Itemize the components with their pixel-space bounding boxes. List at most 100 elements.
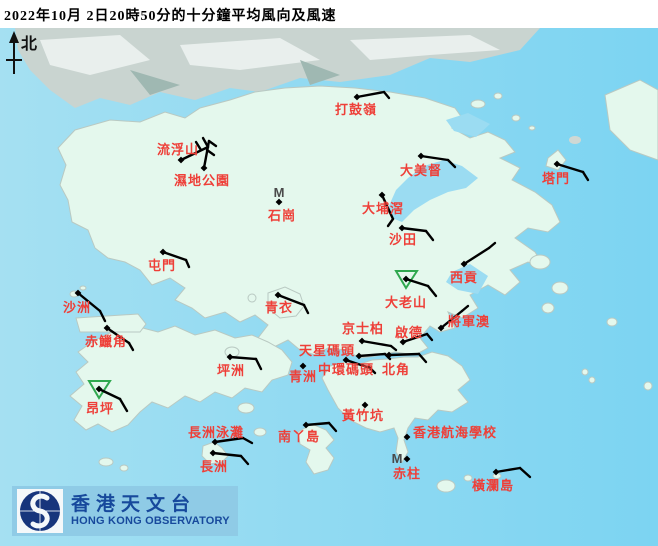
island	[253, 427, 267, 437]
station-label-ngong-ping: 昂坪	[86, 401, 115, 416]
wind-barb-segment	[360, 339, 393, 348]
station-tai-po-kau	[378, 191, 395, 228]
station-dot	[226, 353, 234, 361]
m-marker: M	[392, 451, 403, 466]
island	[541, 302, 555, 314]
station-green-island	[299, 362, 307, 370]
station-dot	[299, 362, 307, 370]
station-label-lamma-island: 南丫島	[278, 429, 321, 444]
station-label-ta-kwu-ling: 打鼓嶺	[335, 102, 378, 117]
island	[606, 317, 618, 327]
wind-barb-segment	[184, 258, 191, 269]
wind-barb-segment	[228, 355, 258, 361]
wind-barb-segment	[368, 366, 377, 375]
wind-barb-segment	[401, 332, 429, 344]
hko-logo-icon	[17, 489, 63, 533]
wind-barb-segment	[202, 139, 211, 170]
hko-name-english: HONG KONG OBSERVATORY	[71, 515, 230, 527]
station-dot	[211, 438, 219, 446]
wind-barb-segment	[207, 139, 218, 148]
wind-barb-segment	[241, 436, 254, 445]
wind-barb-segment	[404, 277, 430, 288]
station-label-sha-chau: 沙洲	[63, 300, 92, 315]
station-shek-kong: M	[274, 185, 285, 206]
station-dot	[355, 352, 363, 360]
station-dot	[437, 324, 445, 332]
station-tap-mun	[553, 160, 590, 182]
wind-barb-segment	[254, 357, 263, 371]
wind-barb-segment	[400, 226, 428, 233]
station-dot	[399, 338, 407, 346]
station-label-chek-lap-kok: 赤鱲角	[85, 334, 128, 349]
wind-barb-segment	[380, 193, 395, 221]
wind-barb-segment	[462, 246, 491, 266]
land-hong-kong-island	[321, 351, 471, 463]
wind-barb-segment	[302, 303, 310, 315]
wind-barb-segment	[179, 145, 210, 162]
station-peng-chau	[226, 353, 263, 371]
wind-barb-segment	[327, 421, 338, 433]
station-label-sai-kung: 西貢	[450, 270, 479, 285]
station-tuen-mun	[159, 248, 191, 269]
urban-patch	[130, 70, 180, 95]
wind-barb-segment	[494, 466, 522, 474]
m-marker: M	[274, 185, 285, 200]
station-dot	[353, 93, 361, 101]
wind-barb-segment	[105, 326, 131, 345]
station-dot	[342, 356, 350, 364]
wind-barb-segment	[386, 217, 395, 228]
station-label-tsing-yi: 青衣	[265, 300, 294, 315]
station-label-cheung-chau: 長洲	[200, 459, 229, 474]
island	[98, 457, 114, 467]
station-dot	[103, 324, 111, 332]
station-hk-sea-school	[403, 433, 411, 441]
station-label-shek-kong: 石崗	[268, 208, 297, 223]
island	[643, 381, 653, 391]
wind-barb-segment	[213, 436, 245, 444]
station-dot	[274, 291, 282, 299]
station-dot	[361, 401, 369, 409]
station-dot	[378, 191, 386, 199]
wind-barb-segment	[97, 387, 122, 401]
station-waglan-island	[492, 466, 532, 479]
island	[588, 376, 596, 384]
wind-barb-segment	[446, 158, 457, 169]
land-new-territories	[57, 85, 561, 359]
station-dot	[492, 468, 500, 476]
station-label-tseung-kwan-o: 將軍澳	[448, 314, 491, 329]
wind-barb-segment	[417, 352, 428, 364]
wind-barb-segment	[426, 284, 438, 298]
station-dot	[95, 385, 103, 393]
station-sha-chau	[74, 289, 107, 323]
triangle-marker-icon	[87, 380, 112, 400]
urban-patch	[300, 60, 340, 85]
wind-barb-segment	[194, 140, 203, 152]
station-dot	[275, 198, 283, 206]
wind-barb-segment	[211, 451, 243, 458]
station-dot	[74, 289, 82, 297]
page-title: 2022年10月 2日20時50分的十分鐘平均風向及風速	[4, 9, 337, 24]
station-dot	[398, 224, 406, 232]
station-dot	[553, 160, 561, 168]
station-label-hk-sea-school: 香港航海學校	[413, 425, 498, 440]
island	[528, 125, 536, 131]
port-shelter	[446, 264, 488, 294]
wind-barb-segment	[581, 170, 590, 182]
station-kings-park	[358, 337, 398, 352]
island	[470, 99, 486, 109]
island	[529, 254, 551, 270]
island	[511, 114, 521, 122]
wind-barb-segment	[355, 90, 386, 99]
station-label-central-pier: 中環碼頭	[318, 362, 375, 377]
island-po-toi	[436, 479, 456, 493]
station-tsing-yi	[274, 291, 310, 315]
station-label-kings-park: 京士柏	[342, 321, 385, 336]
station-label-waglan-island: 橫瀾島	[472, 478, 515, 493]
station-star-ferry-pier	[355, 352, 392, 361]
station-dot	[177, 156, 185, 164]
north-arrow-icon	[6, 31, 22, 74]
wind-barb-segment	[76, 291, 102, 313]
station-sha-tin	[398, 224, 435, 242]
